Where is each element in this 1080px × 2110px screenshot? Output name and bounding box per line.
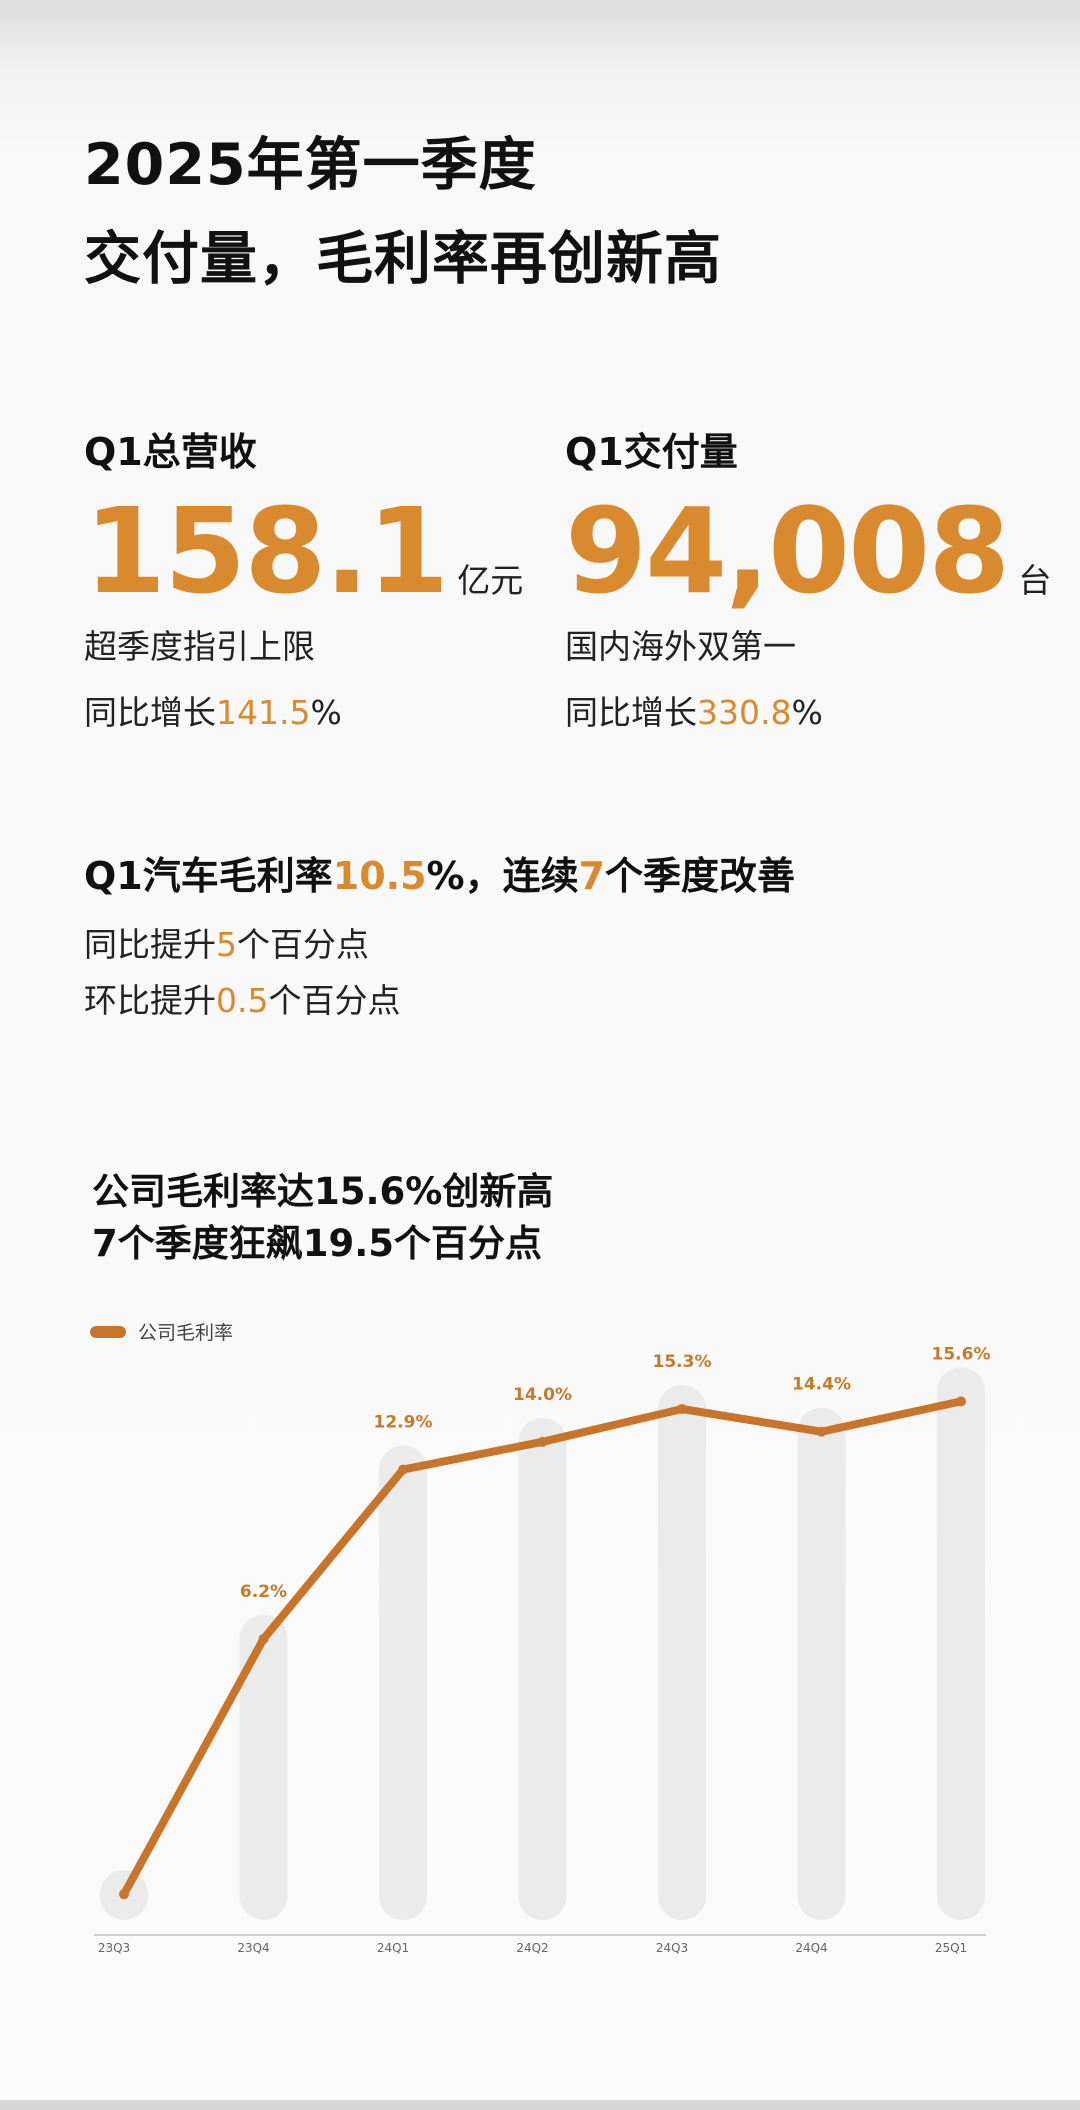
deliveries-stat: Q1交付量 94,008 台 国内海外双第一 同比增长330.8% <box>565 428 1051 734</box>
deliveries-growth: 同比增长330.8% <box>565 692 985 734</box>
x-tick-label: 24Q3 <box>656 1941 688 1955</box>
revenue-value: 158.1 <box>84 482 449 620</box>
car-margin-quarters: 7 <box>578 854 606 898</box>
car-margin-yoy-value: 5 <box>216 925 237 964</box>
legend-label: 公司毛利率 <box>138 1322 234 1344</box>
car-margin-head-text-2: %，连续 <box>426 854 579 898</box>
car-margin-yoy: 同比提升5个百分点 <box>84 924 795 966</box>
background-bar <box>518 1417 567 1920</box>
revenue-label: Q1总营收 <box>84 430 257 474</box>
deliveries-growth-prefix: 同比增长 <box>565 693 697 732</box>
car-margin-rate: 10.5 <box>332 854 427 898</box>
background-bars <box>100 1367 985 1920</box>
deliveries-unit: 台 <box>1018 561 1052 600</box>
deliveries-note: 国内海外双第一 <box>565 627 796 666</box>
data-point <box>398 1464 408 1475</box>
revenue-unit: 亿元 <box>457 561 524 600</box>
chart-legend: 公司毛利率 <box>90 1318 233 1345</box>
x-tick-labels: 23Q3 23Q4 24Q1 24Q2 24Q3 24Q4 25Q1 <box>98 1941 967 1955</box>
revenue-figure: 158.1 亿元 <box>84 492 523 610</box>
car-margin-qoq-suffix: 个百分点 <box>268 981 401 1020</box>
data-label: 15.6% <box>932 1344 991 1364</box>
revenue-note: 超季度指引上限 <box>84 627 315 666</box>
x-tick-label: 23Q3 <box>98 1941 130 1955</box>
chart-title: 公司毛利率达15.6%创新高 7个季度狂飙19.5个百分点 <box>92 1166 553 1270</box>
background-bar <box>239 1614 288 1920</box>
data-point <box>258 1633 269 1644</box>
car-margin-qoq-prefix: 环比提升 <box>84 981 216 1020</box>
data-label: 15.3% <box>653 1352 712 1372</box>
data-label: 12.9% <box>374 1413 433 1433</box>
page-title: 2025年第一季度 交付量，毛利率再创新高 <box>84 118 722 306</box>
x-tick-label: 24Q4 <box>795 1941 827 1955</box>
data-label: 6.2% <box>240 1582 287 1602</box>
background-bar <box>797 1407 846 1920</box>
revenue-growth-prefix: 同比增长 <box>84 693 216 732</box>
chart-title-line-2: 7个季度狂飙19.5个百分点 <box>92 1222 543 1265</box>
car-margin-block: Q1汽车毛利率10.5%，连续7个季度改善 同比提升5个百分点 环比提升0.5个… <box>84 852 795 1022</box>
car-margin-yoy-prefix: 同比提升 <box>84 925 216 964</box>
car-margin-head-text-3: 个季度改善 <box>605 854 796 898</box>
deliveries-figure: 94,008 台 <box>565 492 1051 610</box>
data-point <box>119 1889 129 1900</box>
title-line-2: 交付量，毛利率再创新高 <box>84 226 722 292</box>
data-point <box>816 1426 827 1437</box>
x-tick-label: 24Q1 <box>377 1941 409 1955</box>
car-margin-yoy-suffix: 个百分点 <box>237 925 369 964</box>
legend-swatch <box>90 1325 126 1338</box>
chart-title-line-1: 公司毛利率达15.6%创新高 <box>92 1170 554 1213</box>
background-bar <box>937 1367 985 1920</box>
bottom-band <box>0 2100 1080 2110</box>
car-margin-headline: Q1汽车毛利率10.5%，连续7个季度改善 <box>84 852 795 900</box>
data-label: 14.4% <box>792 1375 851 1395</box>
background-bar <box>379 1445 427 1920</box>
x-tick-label: 23Q4 <box>237 1941 269 1955</box>
data-point <box>677 1403 687 1414</box>
x-tick-label: 24Q2 <box>516 1941 548 1955</box>
car-margin-qoq-value: 0.5 <box>216 981 269 1020</box>
revenue-growth: 同比增长141.5% <box>84 692 504 734</box>
deliveries-growth-suffix: % <box>791 693 823 732</box>
data-label: 14.0% <box>513 1385 572 1405</box>
revenue-growth-value: 141.5 <box>216 693 311 732</box>
revenue-growth-suffix: % <box>310 693 342 732</box>
car-margin-qoq: 环比提升0.5个百分点 <box>84 980 795 1022</box>
data-point <box>537 1436 548 1447</box>
deliveries-growth-value: 330.8 <box>697 693 792 732</box>
title-line-1: 2025年第一季度 <box>84 132 537 198</box>
x-tick-label: 25Q1 <box>935 1941 967 1955</box>
revenue-stat: Q1总营收 158.1 亿元 超季度指引上限 同比增长141.5% <box>84 428 523 734</box>
deliveries-label: Q1交付量 <box>565 430 738 474</box>
deliveries-value: 94,008 <box>565 482 1010 620</box>
background-bar <box>658 1384 706 1920</box>
car-margin-head-text-1: Q1汽车毛利率 <box>84 854 333 898</box>
data-point <box>956 1396 966 1407</box>
data-points <box>119 1396 966 1900</box>
data-labels: 6.2% 12.9% 14.0% 15.3% 14.4% 15.6% <box>240 1344 991 1602</box>
